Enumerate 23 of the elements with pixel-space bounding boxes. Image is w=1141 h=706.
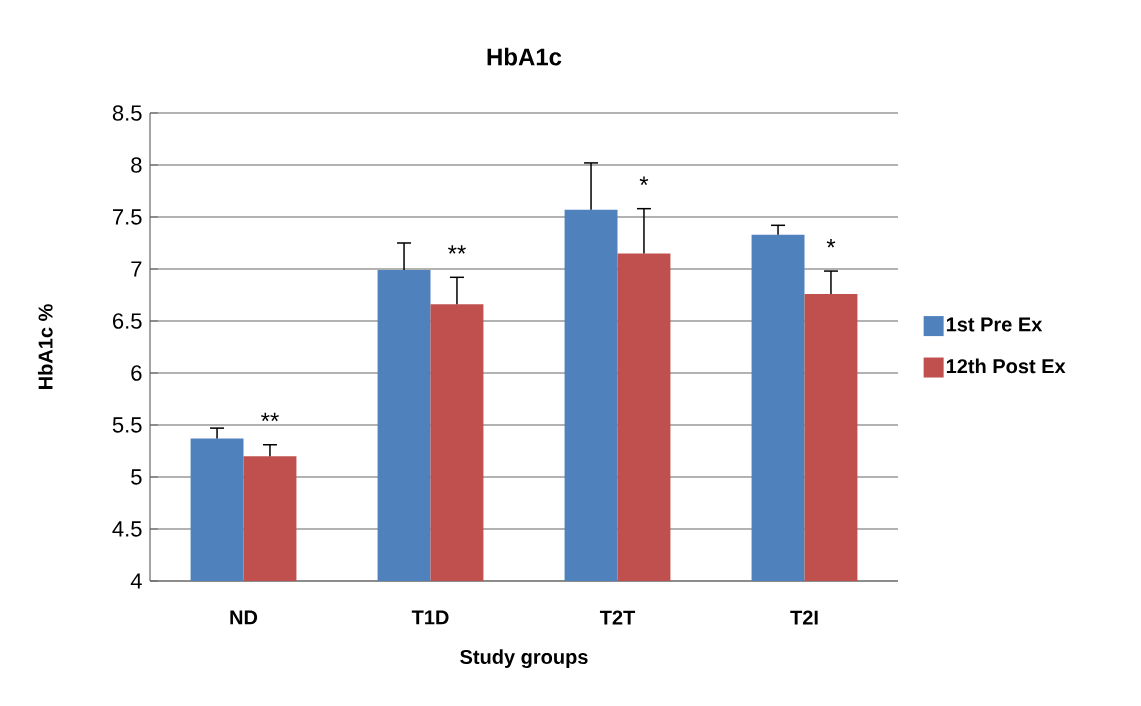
y-tick-label: 7.5 bbox=[113, 209, 142, 225]
y-tick-label: 6 bbox=[131, 365, 142, 381]
x-axis-title: Study groups bbox=[460, 649, 588, 669]
y-tick-label: 6.5 bbox=[113, 313, 142, 329]
y-axis-title: HbA1c % bbox=[37, 304, 53, 389]
y-tick-label: 4.5 bbox=[112, 521, 142, 537]
y-tick-label: 7 bbox=[131, 261, 142, 277]
annotation: ** bbox=[448, 245, 466, 254]
annotation: * bbox=[639, 176, 649, 186]
x-tick-label: T2I bbox=[790, 610, 818, 625]
annotation: ** bbox=[261, 412, 279, 422]
legend-label: 1st Pre Ex bbox=[946, 317, 1043, 332]
x-tick-label: ND bbox=[230, 610, 258, 625]
x-tick-label: T1D bbox=[411, 610, 449, 625]
y-tick-label: 5 bbox=[131, 469, 142, 485]
y-tick-label: 8.5 bbox=[112, 105, 142, 121]
x-tick-label: T2T bbox=[599, 610, 636, 625]
legend-label: 12th Post Ex bbox=[946, 358, 1066, 374]
y-tick-label: 8 bbox=[131, 157, 142, 173]
y-tick-label: 4 bbox=[130, 573, 142, 589]
chart-title: HbA1c bbox=[487, 47, 562, 66]
y-tick-label: 5.5 bbox=[112, 417, 142, 433]
annotation: * bbox=[826, 239, 836, 248]
